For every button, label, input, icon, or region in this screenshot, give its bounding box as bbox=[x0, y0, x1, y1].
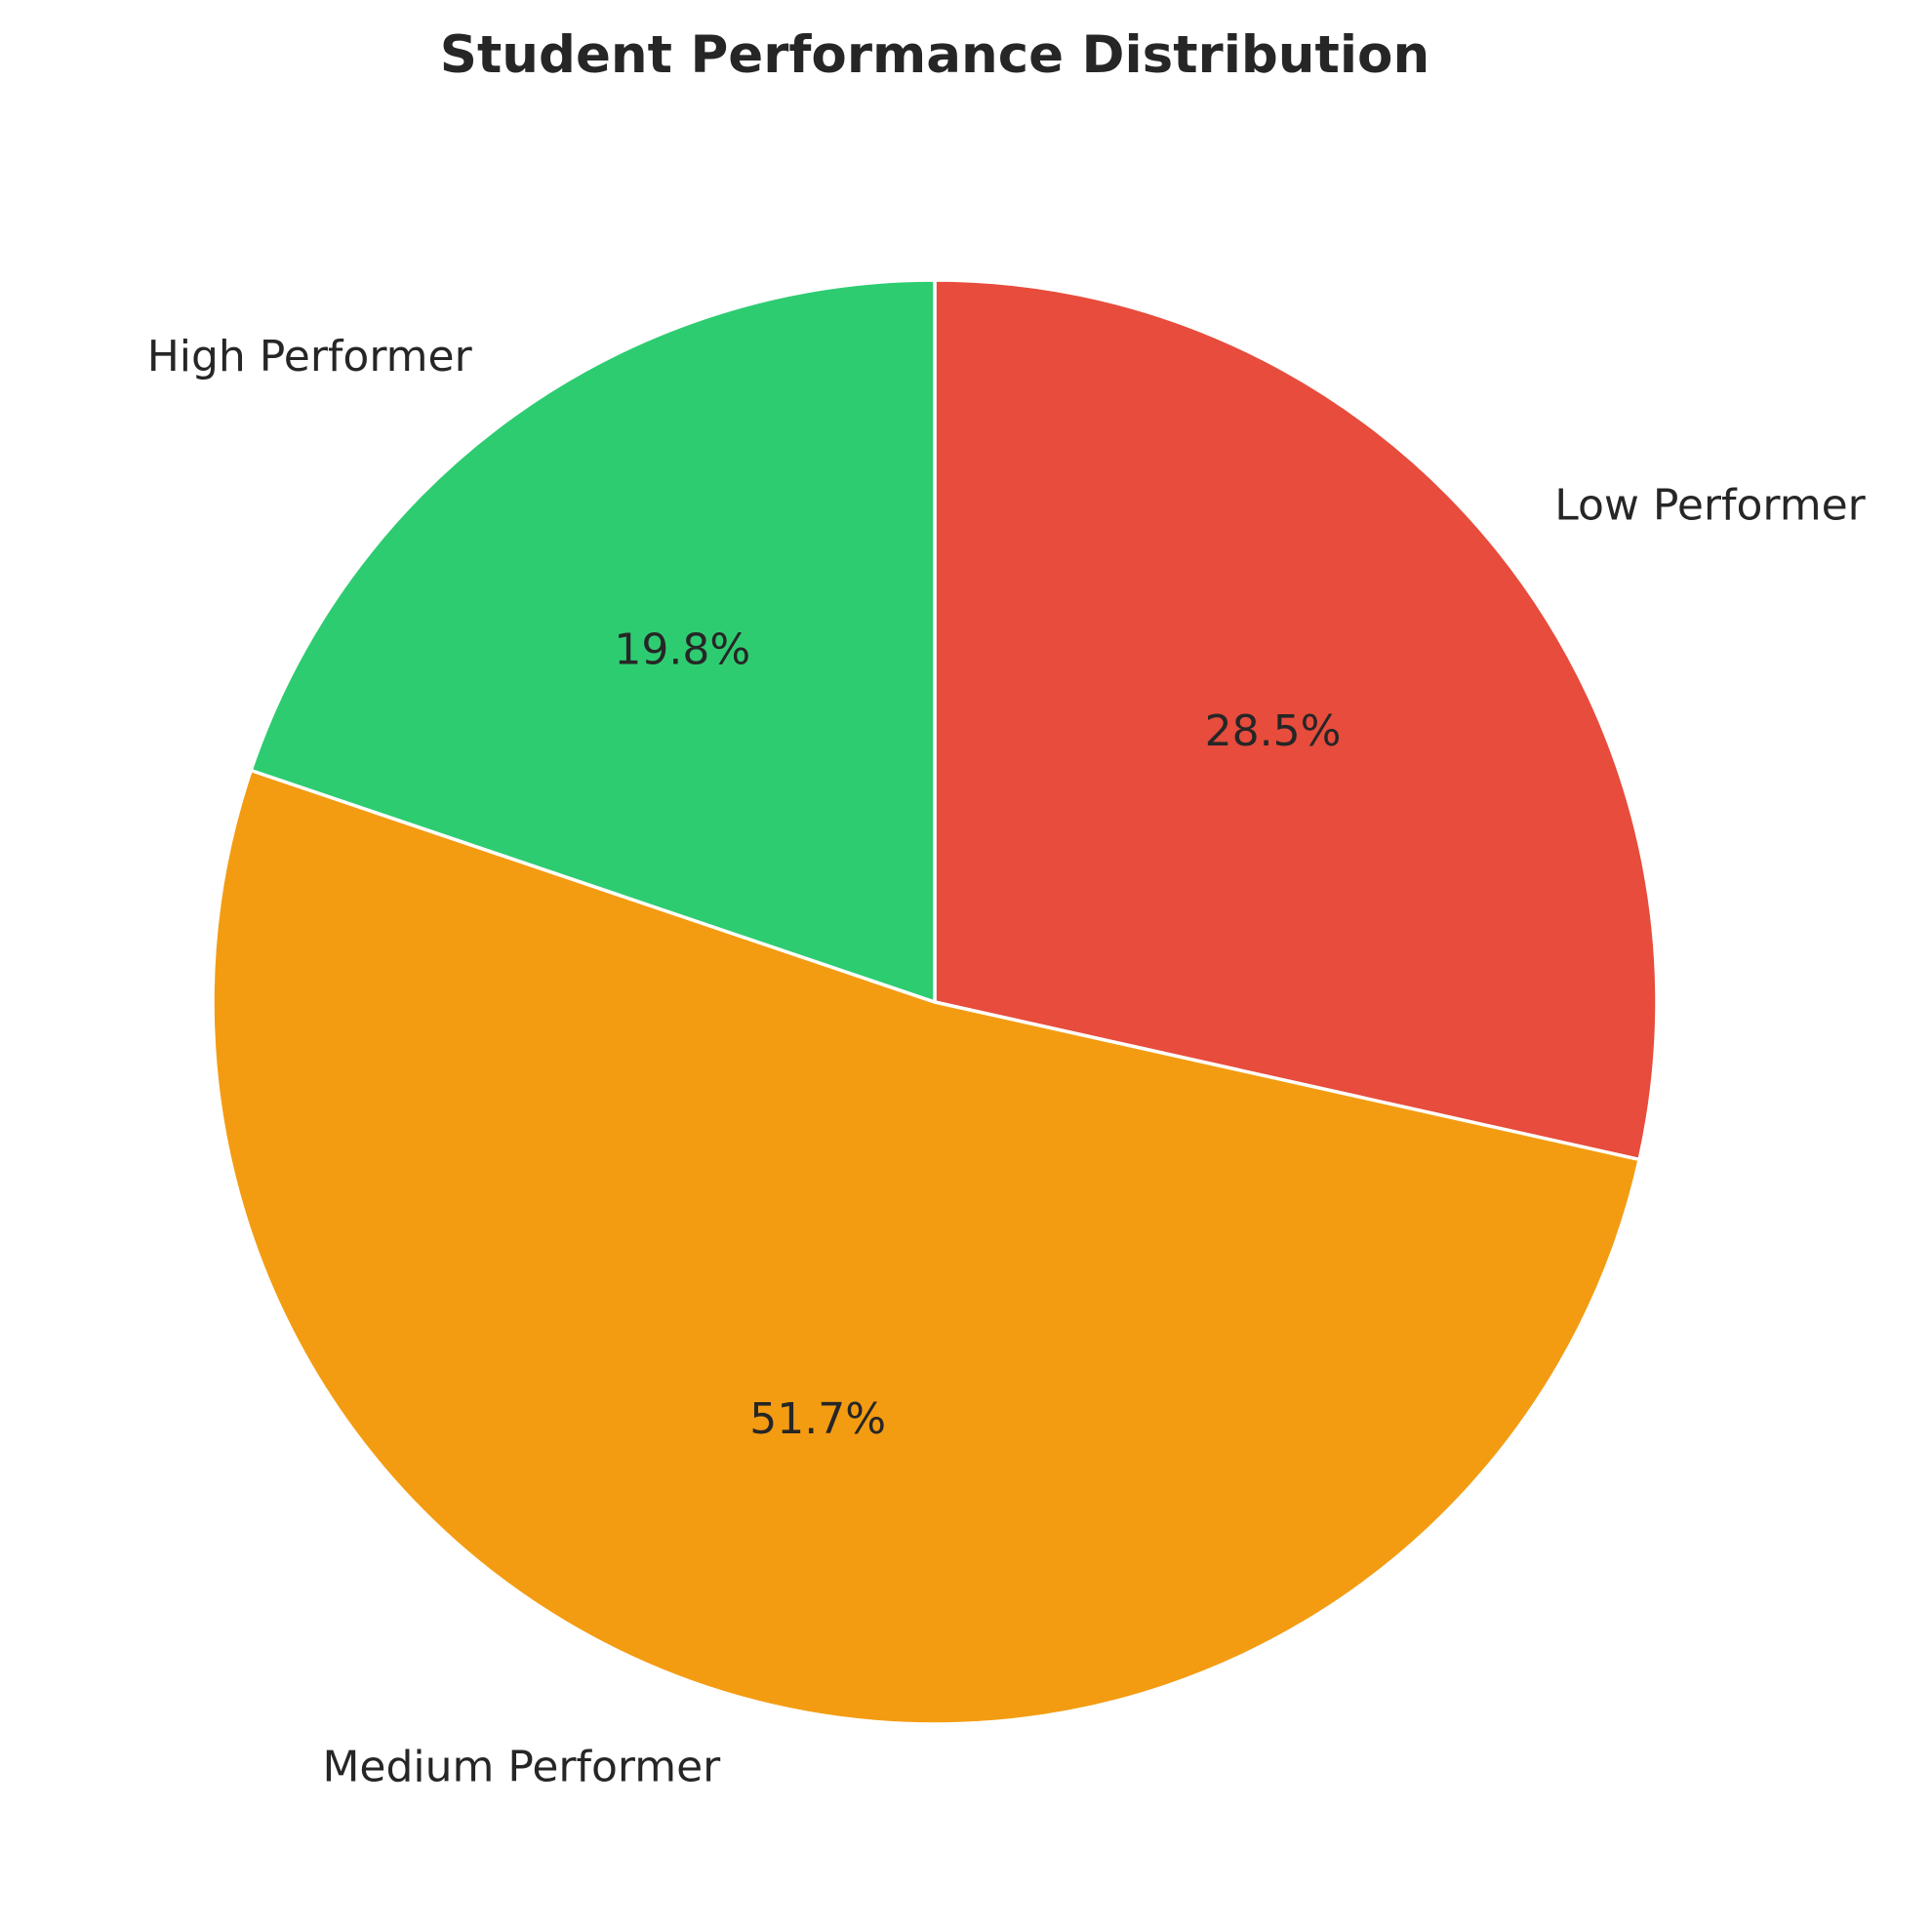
pie-slice-low-performer bbox=[933, 278, 1659, 1162]
pie-labels: 28.5% Low Performer 51.7% Medium Performer 1… bbox=[147, 332, 1867, 1791]
pie-value-label-low-performer: 28.5% bbox=[1205, 706, 1342, 756]
pie-category-label-high-performer: High Performer bbox=[147, 332, 473, 382]
pie-slice-high-performer bbox=[249, 278, 937, 1004]
pie-category-label-medium-performer: Medium Performer bbox=[322, 1742, 721, 1791]
chart-title: Student Performance Distribution bbox=[440, 25, 1429, 85]
pie-value-label-high-performer: 19.8% bbox=[614, 625, 750, 675]
pie-category-label-low-performer: Low Performer bbox=[1554, 481, 1866, 531]
pie-slices bbox=[211, 278, 1659, 1726]
pie-slice-medium-performer bbox=[211, 768, 1641, 1726]
pie-value-label-medium-performer: 51.7% bbox=[749, 1394, 886, 1444]
